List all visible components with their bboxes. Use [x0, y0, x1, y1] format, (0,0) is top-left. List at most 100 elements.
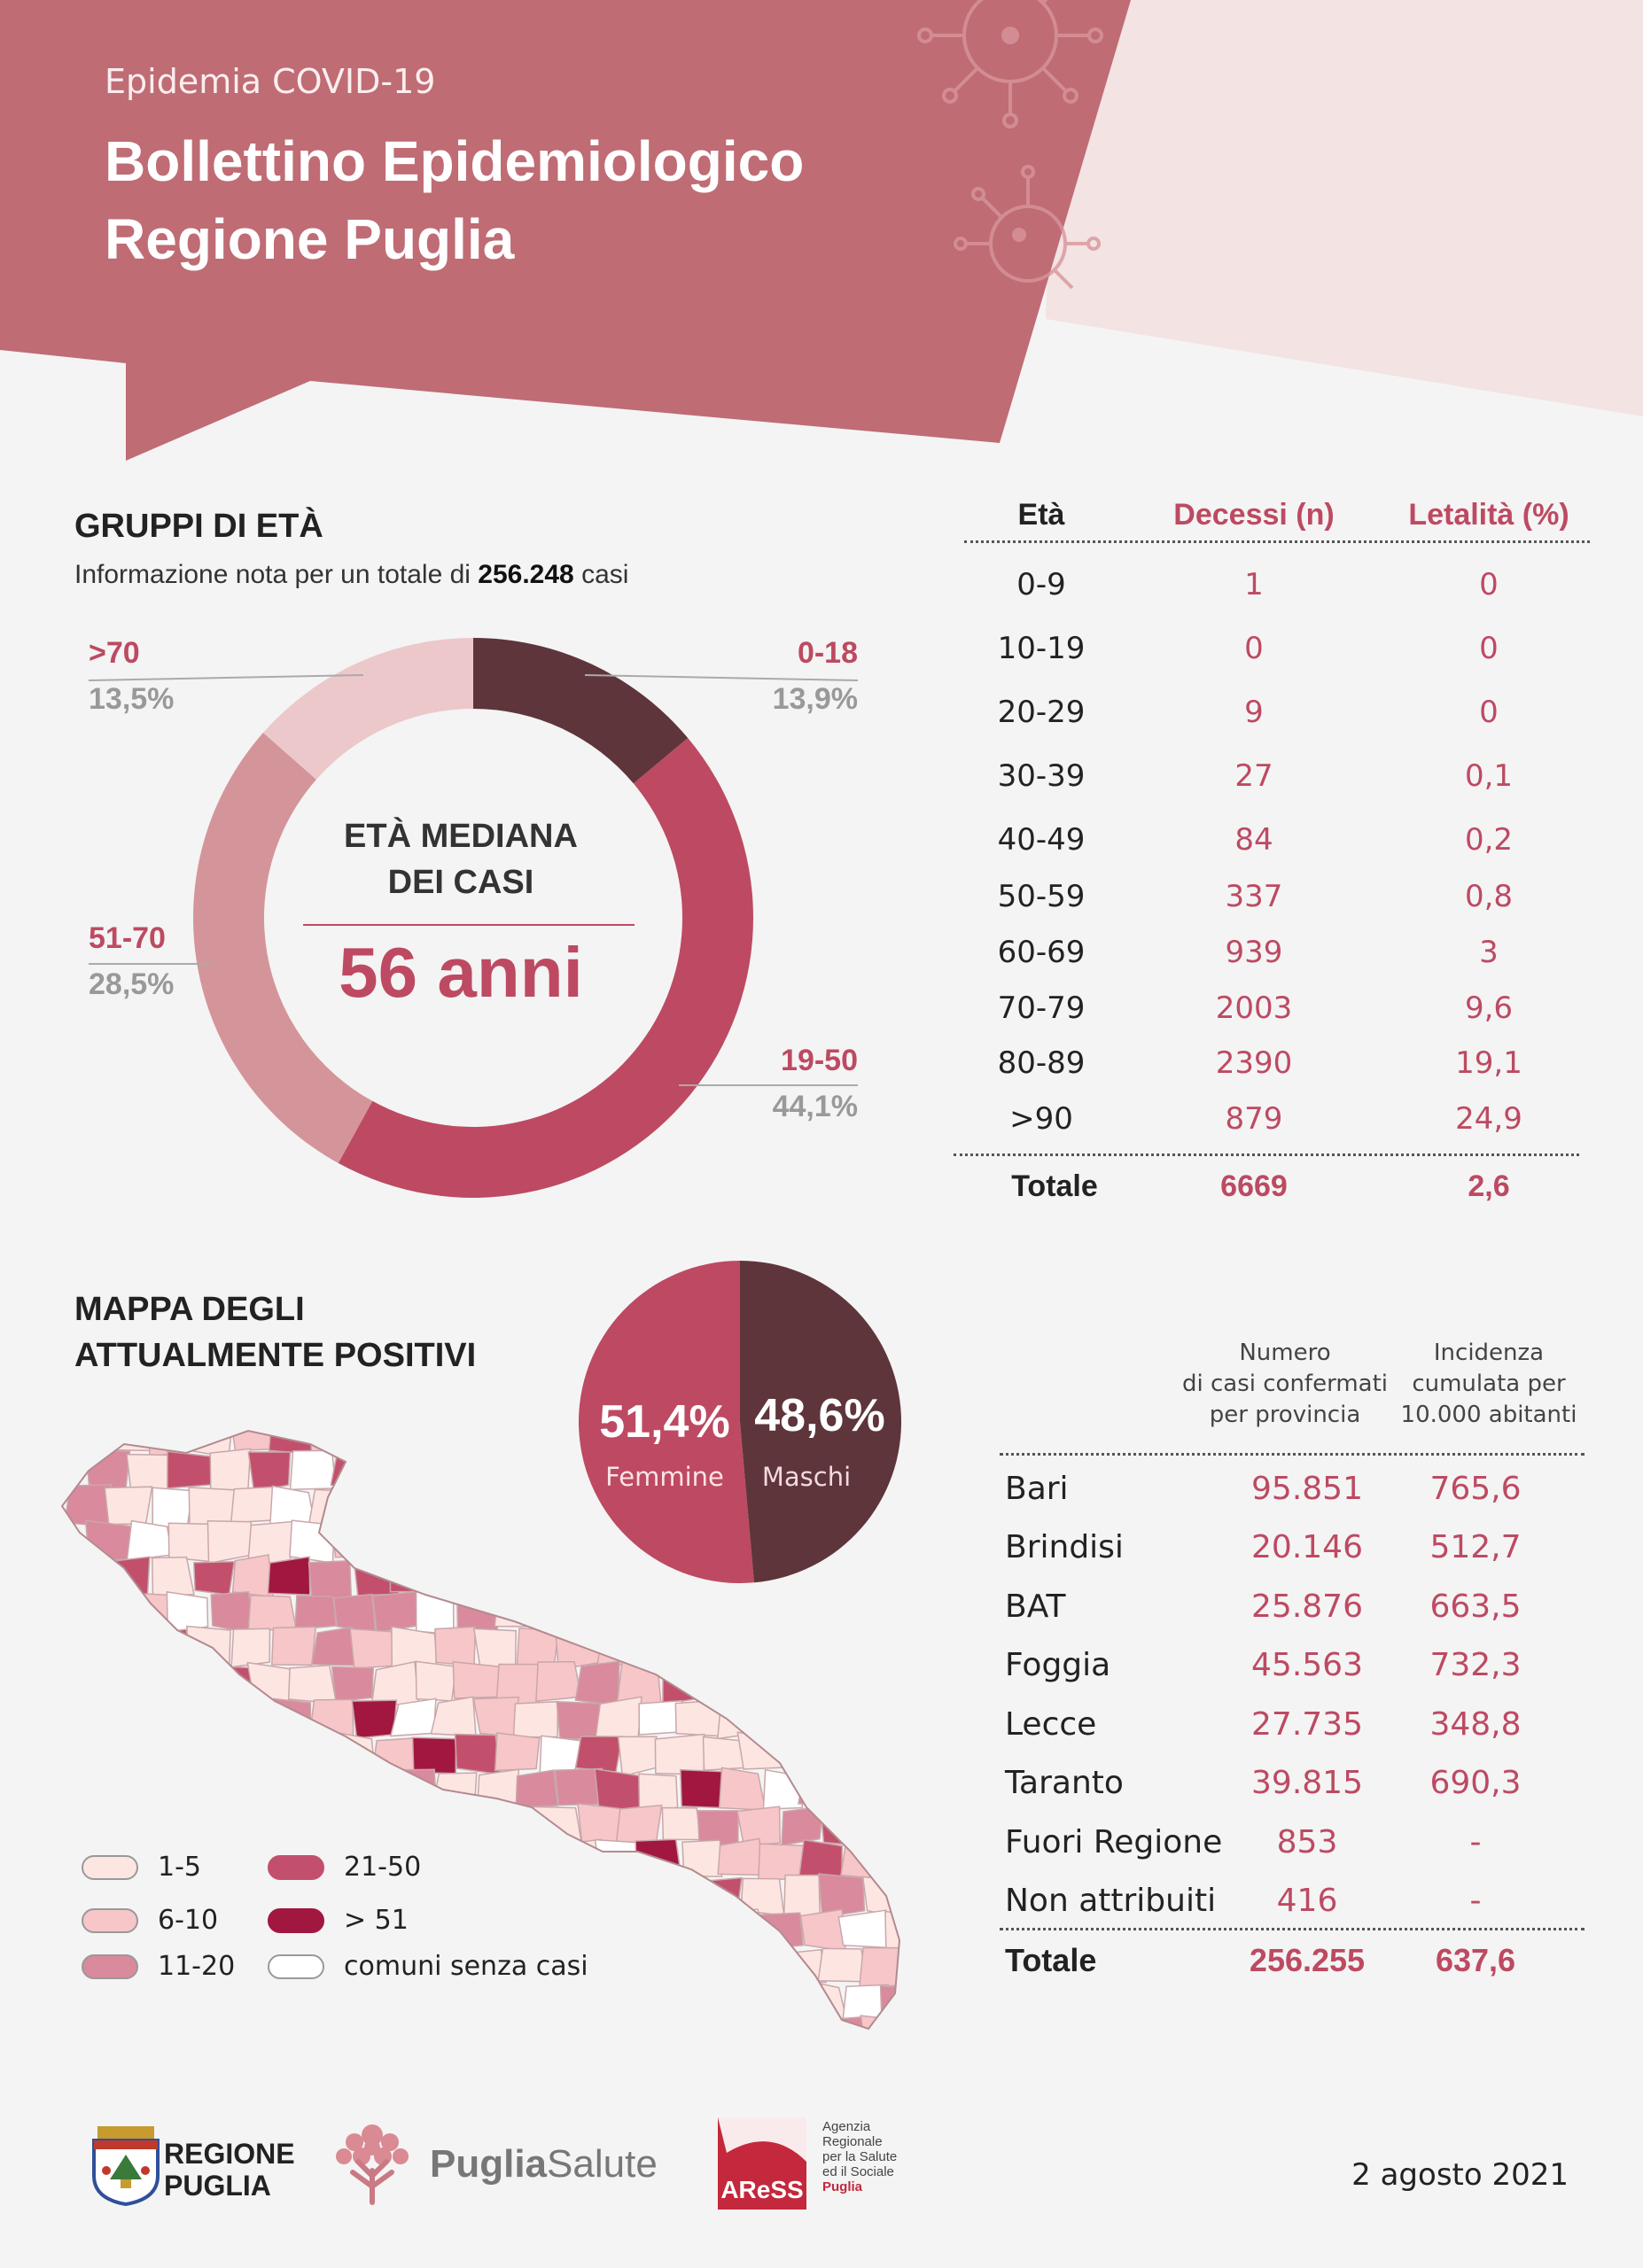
province-row-name: BAT	[1005, 1588, 1066, 1625]
deaths-row-age: 70-79	[997, 990, 1086, 1026]
map-municipality	[860, 1734, 899, 1775]
map-municipality	[798, 1768, 845, 1805]
map-municipality	[247, 1451, 292, 1493]
map-municipality	[369, 1526, 417, 1563]
map-title: MAPPA DEGLI ATTUALMENTE POSITIVI	[74, 1286, 476, 1379]
map-municipality	[837, 1909, 887, 1949]
header-kicker: Epidemia COVID-19	[105, 62, 436, 101]
pie-slice-male	[740, 1261, 902, 1583]
map-municipality	[680, 1910, 723, 1953]
deaths-header-lethality: Letalità (%)	[1408, 498, 1569, 532]
map-municipality	[83, 1734, 134, 1774]
map-municipality	[515, 1769, 559, 1808]
map-municipality	[758, 1626, 805, 1668]
province-header-incidence: Incidenza cumulata per 10.000 abitanti	[1391, 1338, 1586, 1431]
map-municipality	[844, 1488, 885, 1527]
map-municipality	[287, 1736, 335, 1776]
map-municipality	[348, 1483, 393, 1529]
map-municipality	[823, 1523, 863, 1558]
regione-puglia-crest-icon	[92, 2126, 160, 2206]
map-municipality	[820, 1452, 868, 1486]
map-municipality	[190, 1770, 233, 1811]
map-municipality	[781, 1806, 824, 1846]
province-header-incidence-line1: Incidenza	[1433, 1340, 1545, 1366]
legend-label-over51: > 51	[344, 1905, 409, 1936]
regione-logo-line2: PUGLIA	[164, 2170, 271, 2202]
deaths-row-age: 30-39	[997, 758, 1086, 794]
deaths-row-lethality: 19,1	[1455, 1045, 1522, 1081]
province-header-cases: Numero di casi confermati per provincia	[1179, 1338, 1391, 1431]
map-municipality	[697, 2020, 744, 2029]
aress-text-line4: ed il Sociale	[822, 2164, 894, 2179]
deaths-row-lethality: 0,2	[1464, 822, 1514, 858]
province-total-incidence: 637,6	[1435, 1942, 1516, 1978]
map-municipality	[289, 1449, 337, 1491]
map-municipality	[125, 2015, 175, 2029]
map-municipality	[108, 1985, 154, 2025]
donut-slice-19-50	[338, 738, 754, 1199]
legend-label-1-5: 1-5	[158, 1852, 201, 1883]
map-municipality	[514, 1844, 557, 1882]
map-municipality	[371, 1590, 418, 1634]
map-municipality	[67, 1557, 113, 1599]
map-municipality	[491, 1806, 540, 1844]
deaths-row-age: 60-69	[997, 935, 1086, 970]
map-municipality	[232, 1980, 277, 2024]
deaths-row-count: 0	[1244, 631, 1264, 666]
province-header-cases-line1: Numero	[1239, 1340, 1331, 1366]
map-municipality	[516, 1627, 560, 1666]
map-municipality	[776, 1591, 827, 1634]
map-municipality	[817, 1947, 868, 1983]
map-municipality	[658, 1944, 704, 1989]
map-municipality	[538, 1874, 579, 1917]
legend-item-1-5: 1-5	[82, 1852, 201, 1883]
map-municipality	[578, 1591, 624, 1631]
aress-text-line1: Agenzia	[822, 2119, 871, 2134]
map-municipality	[494, 1591, 541, 1627]
age-groups-title: GRUPPI DI ETÀ	[74, 508, 323, 545]
map-municipality	[819, 1803, 862, 1846]
deaths-row-lethality: 0	[1479, 695, 1499, 730]
map-municipality	[818, 1732, 868, 1775]
map-municipality	[149, 1981, 196, 2022]
map-municipality	[328, 2018, 374, 2029]
map-municipality	[822, 1665, 868, 1702]
province-row-name: Taranto	[1005, 1765, 1124, 1801]
deaths-row-lethality: 3	[1479, 935, 1499, 970]
map-municipality	[210, 1665, 254, 1705]
map-municipality	[414, 1807, 458, 1845]
map-municipality	[744, 2021, 784, 2029]
map-municipality	[394, 1431, 440, 1456]
map-municipality	[452, 1660, 502, 1699]
map-municipality	[533, 2017, 579, 2029]
map-municipality	[597, 1915, 644, 1948]
map-municipality	[859, 1450, 899, 1492]
legend-label-no-cases: comuni senza casi	[344, 1951, 588, 1982]
province-row-incidence: 348,8	[1429, 1706, 1522, 1743]
map-municipality	[596, 1555, 639, 1598]
map-municipality	[676, 1985, 723, 2024]
map-municipality	[294, 1595, 338, 1630]
map-municipality	[880, 1555, 899, 1592]
map-municipality	[617, 1736, 658, 1777]
legend-item-no-cases: comuni senza casi	[268, 1951, 588, 1982]
map-municipality	[393, 1485, 436, 1521]
province-row-cases: 27.735	[1251, 1706, 1363, 1743]
map-municipality	[902, 1876, 913, 1915]
pct-0-18: 13,9%	[772, 682, 858, 716]
map-municipality	[797, 1558, 842, 1596]
province-row-name: Non attribuiti	[1005, 1883, 1217, 1919]
province-row-name: Brindisi	[1005, 1529, 1124, 1565]
map-municipality	[575, 1876, 622, 1915]
map-municipality	[674, 1699, 726, 1737]
map-municipality	[512, 1700, 558, 1738]
map-municipality	[230, 1486, 275, 1524]
map-municipality	[312, 1983, 359, 2022]
province-header-incidence-line3: 10.000 abitanti	[1400, 1402, 1577, 1428]
map-municipality	[107, 1556, 151, 1596]
deaths-total-label: Totale	[1011, 1169, 1098, 1203]
map-municipality	[308, 1488, 354, 1527]
map-municipality	[614, 1877, 665, 1915]
map-municipality	[598, 1486, 643, 1527]
map-municipality	[715, 1982, 765, 2025]
